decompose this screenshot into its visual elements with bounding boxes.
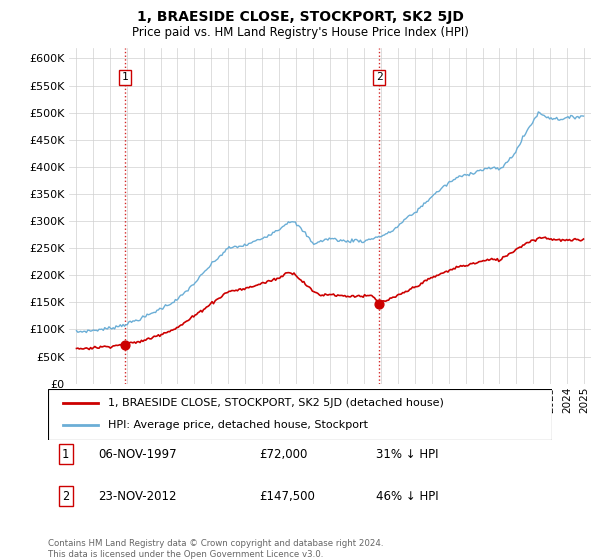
Text: 2: 2 — [376, 72, 383, 82]
Text: 06-NOV-1997: 06-NOV-1997 — [98, 447, 177, 461]
Text: HPI: Average price, detached house, Stockport: HPI: Average price, detached house, Stoc… — [109, 421, 368, 431]
Text: 1: 1 — [122, 72, 128, 82]
Text: 31% ↓ HPI: 31% ↓ HPI — [376, 447, 438, 461]
Point — [120, 340, 130, 349]
Text: Price paid vs. HM Land Registry's House Price Index (HPI): Price paid vs. HM Land Registry's House … — [131, 26, 469, 39]
Point — [374, 299, 384, 308]
Text: £72,000: £72,000 — [260, 447, 308, 461]
Text: 1: 1 — [62, 447, 69, 461]
FancyBboxPatch shape — [48, 389, 552, 440]
Text: £147,500: £147,500 — [260, 490, 316, 503]
Text: 2: 2 — [62, 490, 69, 503]
Text: 23-NOV-2012: 23-NOV-2012 — [98, 490, 177, 503]
Text: 46% ↓ HPI: 46% ↓ HPI — [376, 490, 438, 503]
Text: 1, BRAESIDE CLOSE, STOCKPORT, SK2 5JD: 1, BRAESIDE CLOSE, STOCKPORT, SK2 5JD — [137, 10, 463, 24]
Text: Contains HM Land Registry data © Crown copyright and database right 2024.
This d: Contains HM Land Registry data © Crown c… — [48, 539, 383, 559]
Text: 1, BRAESIDE CLOSE, STOCKPORT, SK2 5JD (detached house): 1, BRAESIDE CLOSE, STOCKPORT, SK2 5JD (d… — [109, 398, 445, 408]
